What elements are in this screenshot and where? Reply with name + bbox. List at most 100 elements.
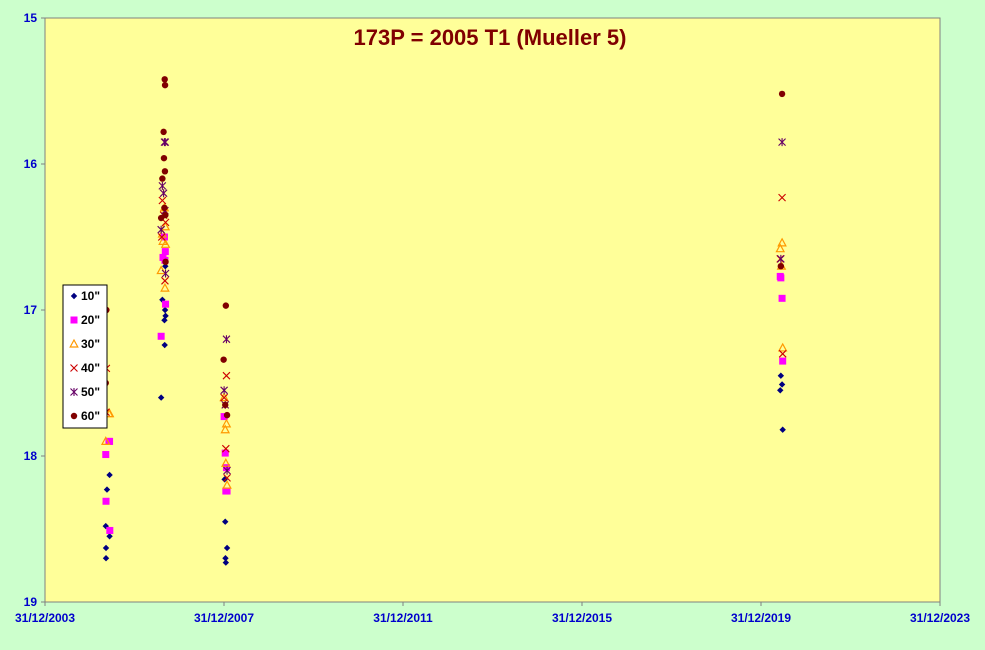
data-point xyxy=(222,518,229,525)
data-point xyxy=(219,392,229,402)
legend-box xyxy=(62,284,108,429)
data-point xyxy=(161,276,169,285)
legend-marker xyxy=(70,412,78,420)
y-tick-label: 18 xyxy=(24,449,38,463)
data-point xyxy=(777,372,785,379)
data-point xyxy=(158,181,167,190)
data-point xyxy=(776,254,785,263)
legend-label: 20" xyxy=(81,313,100,327)
data-point xyxy=(157,394,165,401)
x-axis: 31/12/2003 31/12/2007 31/12/2011 31/12/2015… xyxy=(15,602,970,625)
data-point xyxy=(778,381,786,388)
data-point xyxy=(222,371,231,380)
data-point xyxy=(102,522,109,530)
x-tick-label: 31/12/2007 xyxy=(194,611,254,625)
data-point xyxy=(157,233,166,241)
y-tick-label: 16 xyxy=(24,157,38,171)
data-point xyxy=(102,544,110,552)
data-point xyxy=(161,248,169,256)
data-point xyxy=(161,168,169,175)
data-point xyxy=(102,555,110,562)
data-point xyxy=(162,258,169,266)
legend-marker xyxy=(70,364,78,372)
legend-label: 40" xyxy=(81,361,100,375)
data-point xyxy=(223,411,231,419)
data-point xyxy=(161,204,168,211)
data-point xyxy=(106,526,114,534)
data-point xyxy=(159,175,166,182)
data-point xyxy=(779,357,787,365)
data-point xyxy=(222,559,230,566)
legend: 10" 20" 30" 40" 50" 60" xyxy=(62,284,108,429)
x-tick-label: 31/12/2019 xyxy=(731,611,791,625)
data-point xyxy=(777,263,785,270)
y-axis: 15 16 17 18 19 xyxy=(24,11,45,609)
data-point xyxy=(222,464,230,472)
data-point xyxy=(158,196,167,205)
data-point xyxy=(221,418,232,428)
data-point xyxy=(161,76,168,83)
data-point xyxy=(106,533,113,540)
x-tick-label: 31/12/2023 xyxy=(910,611,970,625)
data-point xyxy=(221,449,229,457)
data-point xyxy=(161,81,169,89)
data-point xyxy=(222,479,232,489)
data-point xyxy=(778,138,786,147)
data-point xyxy=(778,193,786,202)
x-tick-label: 31/12/2015 xyxy=(552,611,612,625)
legend-marker xyxy=(70,292,78,300)
data-point xyxy=(162,211,169,219)
legend-label: 60" xyxy=(81,409,100,423)
data-point xyxy=(160,239,171,248)
data-points xyxy=(100,76,788,566)
data-point xyxy=(102,497,110,505)
data-point xyxy=(159,189,168,198)
data-point xyxy=(221,458,231,467)
data-point xyxy=(778,294,786,302)
data-point xyxy=(223,487,231,495)
data-point xyxy=(220,356,227,363)
legend-marker xyxy=(69,338,79,348)
data-point xyxy=(160,282,170,292)
data-point xyxy=(223,544,231,552)
data-point xyxy=(220,413,228,421)
data-point xyxy=(160,154,168,162)
legend-label: 10" xyxy=(81,289,100,303)
data-point xyxy=(223,474,231,482)
data-point xyxy=(220,424,231,434)
data-point xyxy=(102,451,110,459)
data-point xyxy=(162,312,169,320)
chart-title: 173P = 2005 T1 (Mueller 5) xyxy=(354,25,627,50)
legend-marker xyxy=(70,388,78,396)
data-point xyxy=(100,436,111,445)
data-point xyxy=(778,90,786,98)
data-point xyxy=(103,486,111,493)
y-tick-label: 17 xyxy=(24,303,38,317)
data-point xyxy=(778,349,787,358)
data-point xyxy=(777,274,785,282)
plot-area xyxy=(44,17,941,603)
legend-marker xyxy=(70,316,78,324)
y-tick-label: 15 xyxy=(24,11,38,25)
data-point xyxy=(222,401,229,409)
data-point xyxy=(160,138,169,147)
data-point xyxy=(779,426,786,433)
data-point xyxy=(161,138,170,147)
data-point xyxy=(161,269,170,278)
data-point xyxy=(777,387,784,394)
data-point xyxy=(157,332,165,340)
data-point xyxy=(160,128,167,136)
data-point xyxy=(222,555,229,562)
data-point xyxy=(777,237,787,247)
data-point xyxy=(161,317,168,324)
data-point xyxy=(222,302,230,309)
x-tick-label: 31/12/2011 xyxy=(373,611,433,625)
data-point xyxy=(222,335,231,344)
data-point xyxy=(161,341,168,349)
data-point xyxy=(157,225,166,234)
data-point xyxy=(777,342,788,352)
data-point xyxy=(106,471,113,479)
x-tick-label: 31/12/2003 xyxy=(15,611,75,625)
data-point xyxy=(223,466,231,475)
